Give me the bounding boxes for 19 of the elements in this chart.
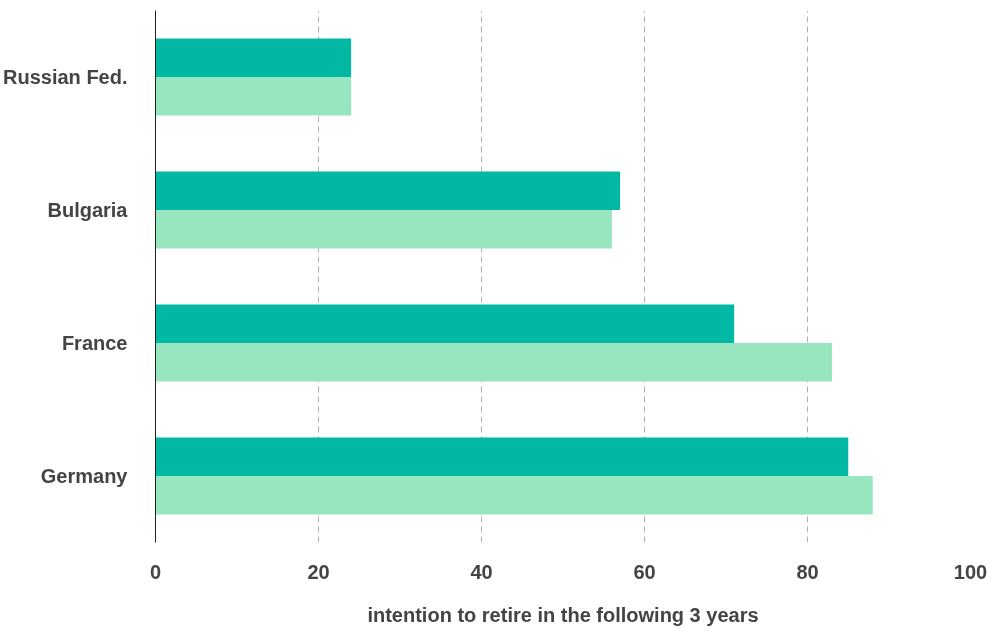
y-tick-label: Germany: [40, 465, 129, 487]
bar: [155, 304, 735, 343]
x-tick-label: 0: [149, 560, 162, 583]
x-axis-title: intention to retire in the following 3 years: [367, 603, 759, 626]
x-tick-label: 100: [953, 560, 988, 583]
x-tick-label: 40: [470, 560, 493, 583]
y-tick-label: Bulgaria: [47, 199, 129, 221]
bar: [155, 210, 612, 249]
bar: [155, 343, 832, 382]
bar: [155, 437, 849, 476]
y-tick-label: Russian Fed.: [3, 66, 128, 88]
bar: [155, 77, 352, 116]
x-tick-label: 20: [307, 560, 330, 583]
x-tick-label: 60: [633, 560, 656, 583]
bar: [155, 476, 873, 515]
y-tick-label: France: [61, 332, 128, 354]
x-tick-label: 80: [796, 560, 819, 583]
bar: [155, 171, 621, 210]
bar: [155, 38, 352, 77]
